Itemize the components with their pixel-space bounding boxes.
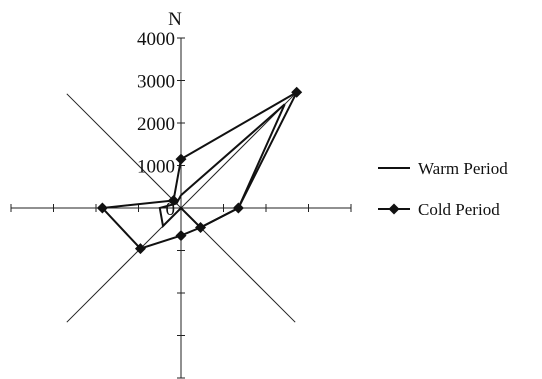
legend-label: Cold Period	[418, 200, 500, 219]
radial-tick-label: 0	[166, 199, 176, 220]
data-point-cold-period	[195, 222, 207, 234]
data-point-cold-period	[232, 202, 244, 214]
legend: Warm Period Cold Period	[378, 159, 508, 219]
radial-tick-label: 3000	[137, 72, 175, 93]
data-point-cold-period	[134, 243, 146, 255]
data-point-cold-period	[175, 153, 187, 165]
legend-label: Warm Period	[418, 159, 508, 178]
legend-marker	[388, 203, 400, 215]
north-label: N	[168, 9, 182, 30]
tick-labels-layer: 4000 3000 2000 1000 0	[137, 29, 175, 220]
data-point-cold-period	[96, 202, 108, 214]
radial-tick-label: 1000	[137, 157, 175, 178]
data-point-cold-period	[167, 194, 179, 206]
series-line-warm-period	[158, 103, 286, 229]
data-point-cold-period	[291, 86, 303, 98]
data-point-cold-period	[175, 230, 187, 242]
series-layer	[96, 86, 303, 255]
radial-tick-label: 4000	[137, 29, 175, 50]
radial-tick-label: 2000	[137, 114, 175, 135]
